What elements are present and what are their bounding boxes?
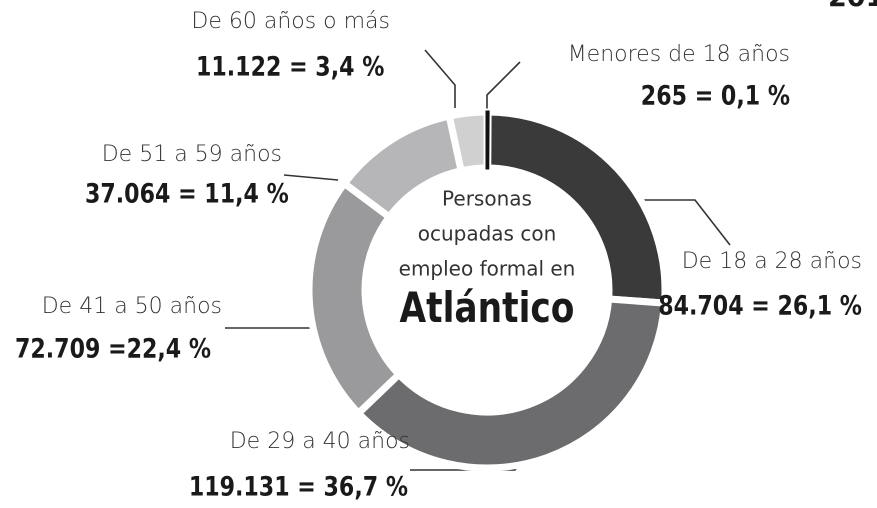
center-text: Personas: [442, 187, 532, 211]
donut-segment: [485, 110, 490, 170]
category-label: De 18 a 28 años: [682, 249, 862, 274]
leader-line: [486, 61, 521, 110]
category-label: De 41 a 50 años: [42, 294, 222, 319]
value-label: 84.704 = 26,1 %: [658, 290, 862, 322]
donut-segment: [484, 108, 669, 307]
value-label: 37.064 = 11,4 %: [85, 178, 289, 210]
category-label: De 60 años o más: [191, 9, 390, 34]
value-label: 72.709 =22,4 %: [15, 333, 211, 365]
leader-line: [628, 199, 731, 246]
value-label: 11.122 = 3,4 %: [196, 51, 384, 83]
center-text: ocupadas con: [418, 222, 557, 246]
annotation: 201: [828, 0, 877, 13]
category-label: De 51 a 59 años: [102, 142, 282, 167]
category-label: Menores de 18 años: [568, 42, 790, 67]
value-label: 265 = 0,1 %: [641, 80, 790, 112]
value-label: 119.131 = 36,7 %: [189, 471, 408, 503]
center-text: empleo formal en: [399, 257, 576, 281]
center-title: Atlántico: [400, 284, 575, 333]
leader-line: [283, 174, 339, 181]
leader-line: [424, 49, 456, 108]
donut-segment: [353, 295, 669, 472]
category-label: De 29 a 40 años: [230, 429, 410, 454]
